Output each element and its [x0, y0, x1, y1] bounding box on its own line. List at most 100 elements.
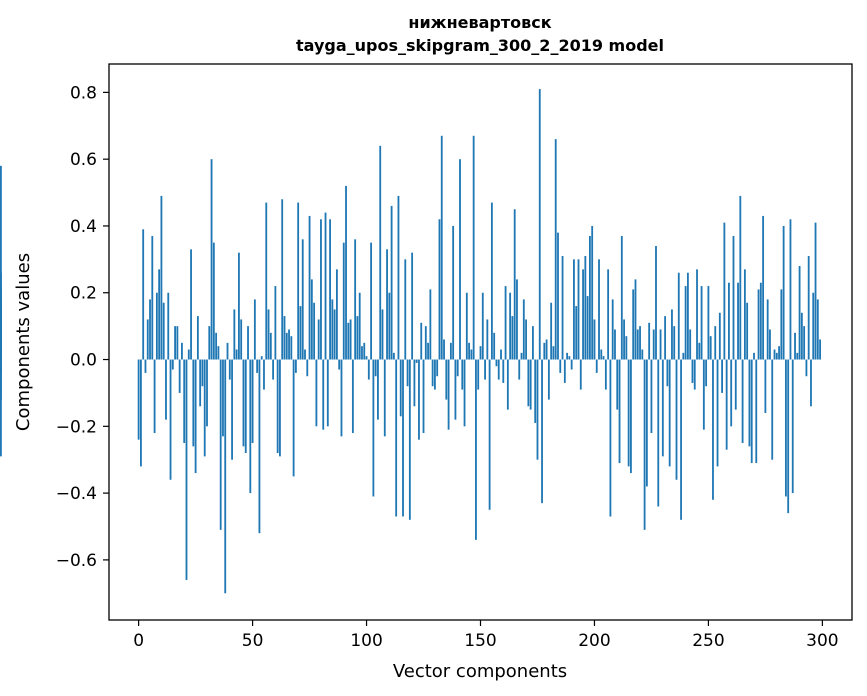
bar	[659, 329, 662, 360]
bar	[399, 359, 402, 417]
bar	[582, 269, 584, 360]
bar	[506, 359, 509, 410]
bar	[602, 356, 605, 360]
bar	[529, 359, 532, 410]
bar	[411, 252, 414, 360]
bar	[509, 292, 512, 360]
bar	[165, 359, 167, 420]
bar	[167, 292, 170, 360]
bar	[616, 359, 619, 410]
bar	[310, 279, 313, 360]
bar	[381, 309, 384, 360]
bar	[171, 359, 174, 370]
bar	[513, 209, 516, 360]
bar	[297, 202, 300, 360]
bar	[320, 219, 322, 360]
bar	[151, 235, 154, 360]
bar	[702, 359, 705, 430]
bar	[358, 292, 361, 360]
bar	[577, 259, 580, 360]
bar	[712, 359, 714, 500]
bar	[675, 359, 678, 480]
bar	[748, 359, 751, 447]
bar	[386, 249, 388, 360]
bar	[579, 359, 582, 390]
y-tick-label: 0.4	[70, 217, 97, 237]
bar	[522, 299, 525, 360]
bar	[274, 286, 277, 360]
bar	[541, 359, 543, 504]
bar	[356, 316, 359, 360]
bar	[700, 286, 703, 360]
bar	[402, 359, 404, 517]
bar	[288, 329, 290, 360]
bar	[627, 359, 630, 467]
bar	[595, 359, 598, 373]
x-tick-label: 0	[133, 631, 144, 651]
bar	[798, 266, 801, 360]
y-tick-label: 0.2	[70, 284, 97, 304]
bar	[212, 242, 215, 360]
bar	[664, 316, 667, 360]
bar	[714, 326, 717, 360]
bar	[258, 359, 261, 534]
y-tick-label: 0.6	[70, 150, 97, 170]
bar	[673, 326, 676, 360]
bar	[415, 359, 418, 363]
bar	[388, 292, 391, 360]
bar	[192, 359, 195, 447]
bar	[773, 349, 776, 360]
bar	[807, 256, 810, 360]
bar	[696, 269, 698, 360]
bar	[222, 359, 224, 437]
bar	[814, 222, 817, 360]
bar	[791, 359, 794, 494]
bar	[634, 279, 637, 360]
bar	[721, 359, 723, 393]
bar	[217, 346, 220, 360]
bar	[475, 359, 477, 540]
bar	[379, 145, 382, 360]
bar	[588, 235, 591, 360]
bar	[716, 359, 719, 467]
bar	[639, 326, 641, 360]
bar	[648, 322, 651, 360]
bar	[149, 299, 151, 360]
bar	[292, 359, 295, 477]
bar	[794, 332, 796, 360]
bar	[251, 359, 254, 444]
bar	[532, 326, 534, 360]
bar	[383, 359, 386, 437]
bar	[443, 339, 445, 360]
bar	[472, 135, 475, 360]
bar	[324, 212, 327, 360]
bar	[456, 359, 459, 377]
bar	[233, 309, 236, 360]
bar	[142, 229, 145, 360]
bar	[465, 292, 468, 360]
bar	[570, 359, 573, 370]
bar	[256, 359, 259, 373]
bar	[461, 359, 464, 390]
bar	[276, 359, 279, 454]
bar	[677, 272, 680, 360]
bar	[490, 202, 493, 360]
bar	[299, 306, 302, 360]
bar	[800, 312, 803, 360]
bar	[279, 359, 281, 457]
bar	[304, 349, 306, 360]
bar	[306, 359, 309, 377]
bar	[429, 289, 432, 360]
bar	[769, 329, 771, 360]
bar	[434, 359, 436, 390]
bar	[481, 292, 484, 360]
bar	[342, 242, 345, 360]
bar	[486, 319, 489, 360]
bar	[317, 319, 320, 360]
bar	[730, 359, 733, 427]
bar	[693, 359, 696, 390]
bar	[370, 242, 373, 360]
bar	[725, 359, 728, 450]
bar	[438, 219, 441, 360]
